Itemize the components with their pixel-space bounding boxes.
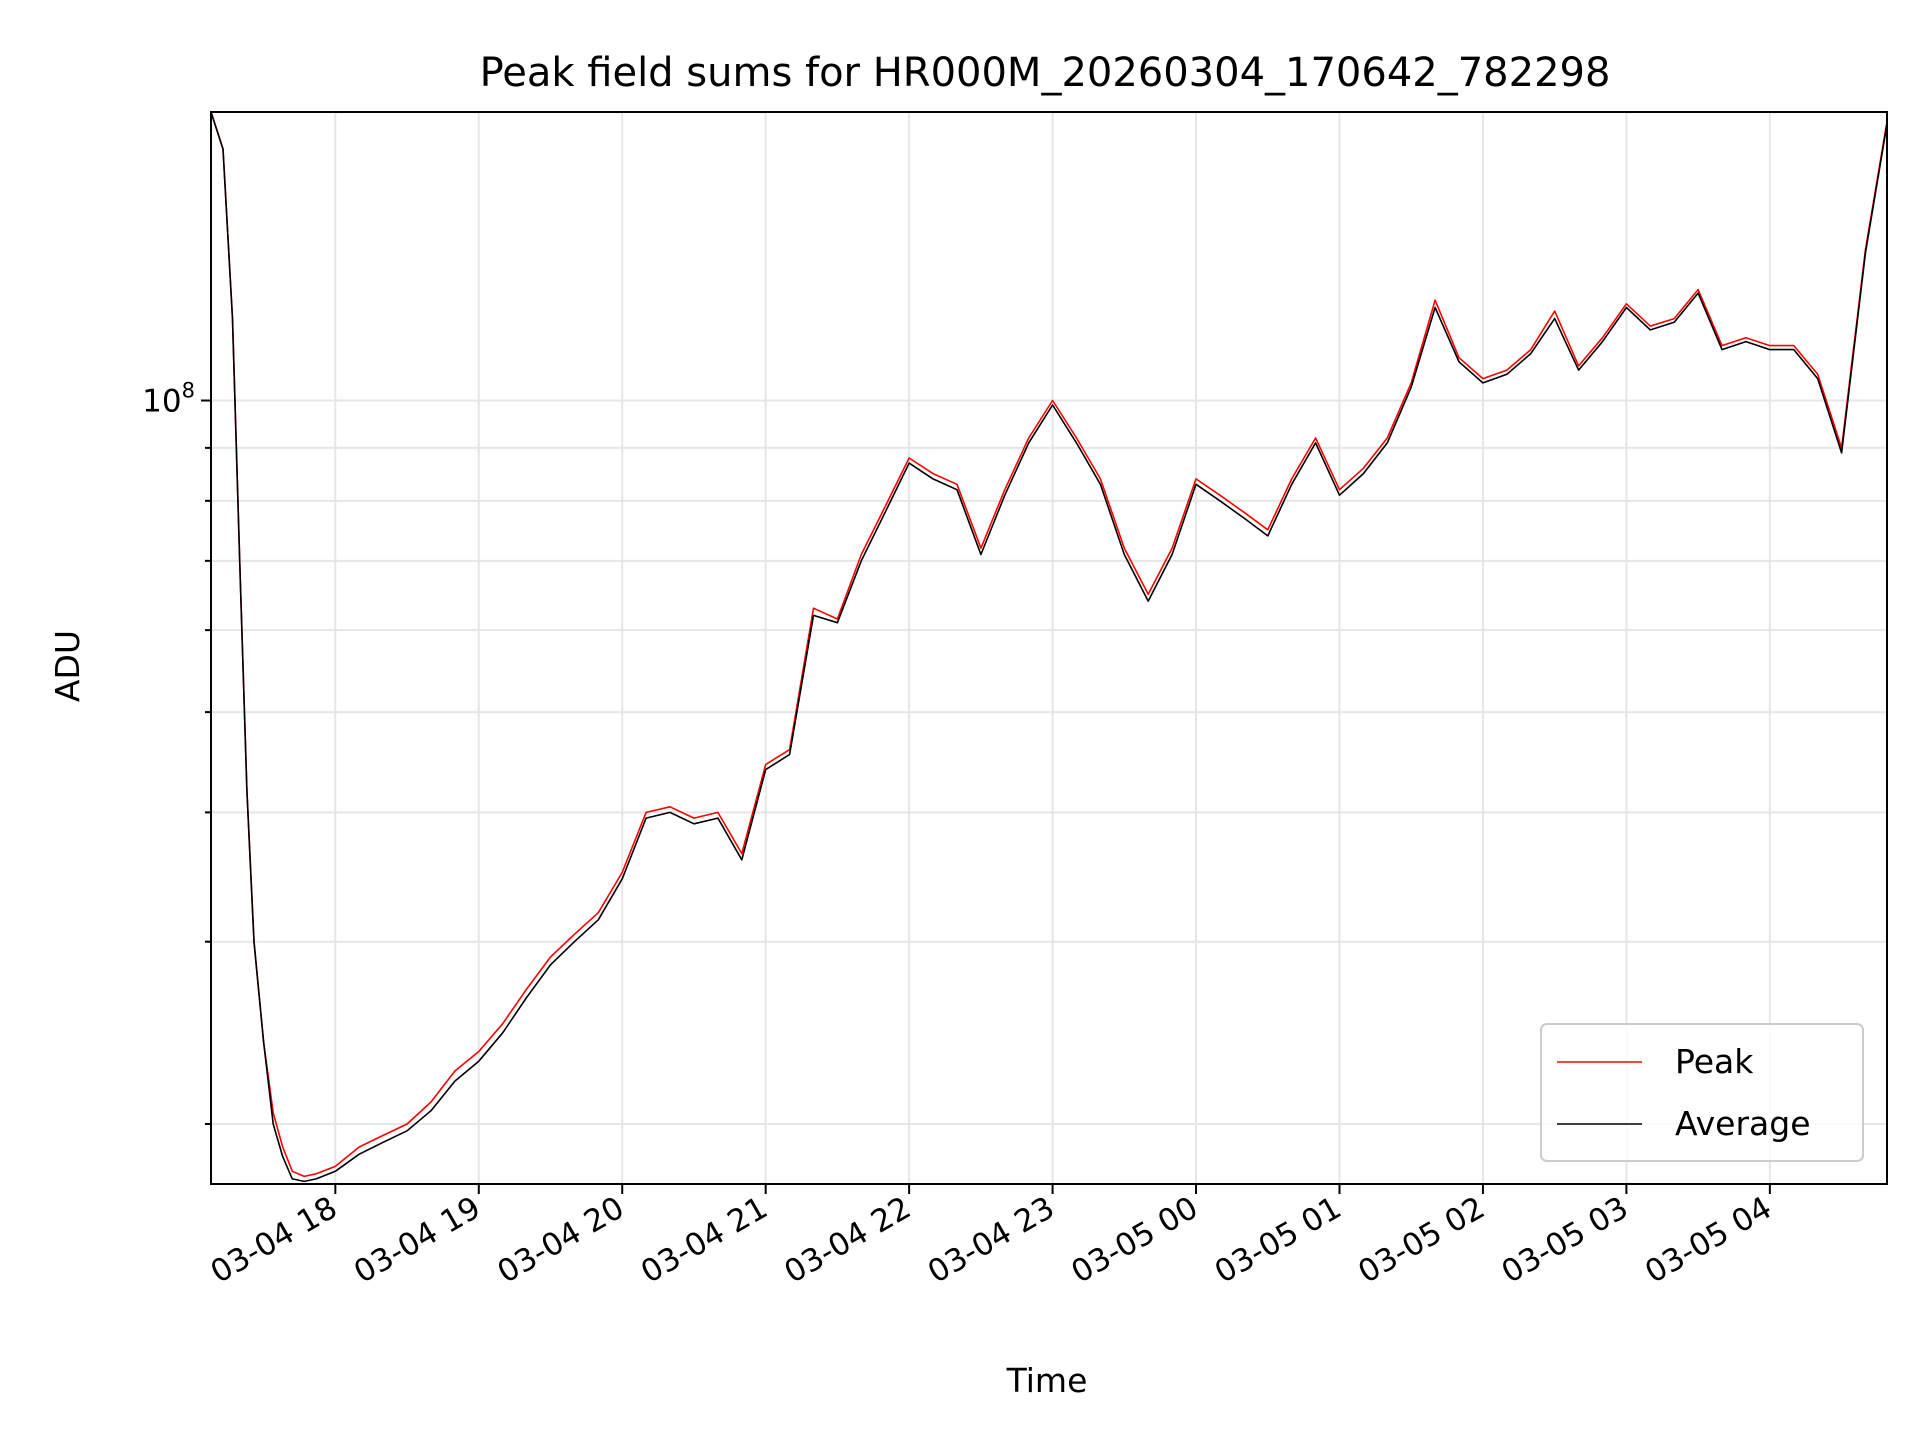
x-axis-label: Time [1006, 1361, 1088, 1400]
legend: Peak Average [1540, 1023, 1864, 1162]
y-axis-label: ADU [48, 630, 87, 702]
legend-label-peak: Peak [1675, 1042, 1754, 1081]
y-tick-label-exponent: 8 [182, 379, 195, 403]
chart-title: Peak field sums for HR000M_20260304_1706… [480, 50, 1611, 96]
series-line-peak [210, 111, 1888, 1178]
y-axis-ticks: 108 [142, 379, 211, 1125]
legend-label-average: Average [1675, 1104, 1811, 1143]
grid [211, 112, 1887, 1184]
y-tick-label: 108 [142, 379, 195, 420]
plot-frame [210, 111, 1888, 1185]
series-layer [210, 111, 1888, 1183]
series-line-average [210, 111, 1888, 1183]
y-tick-label-base: 10 [142, 384, 181, 420]
legend-frame [1540, 1023, 1864, 1162]
